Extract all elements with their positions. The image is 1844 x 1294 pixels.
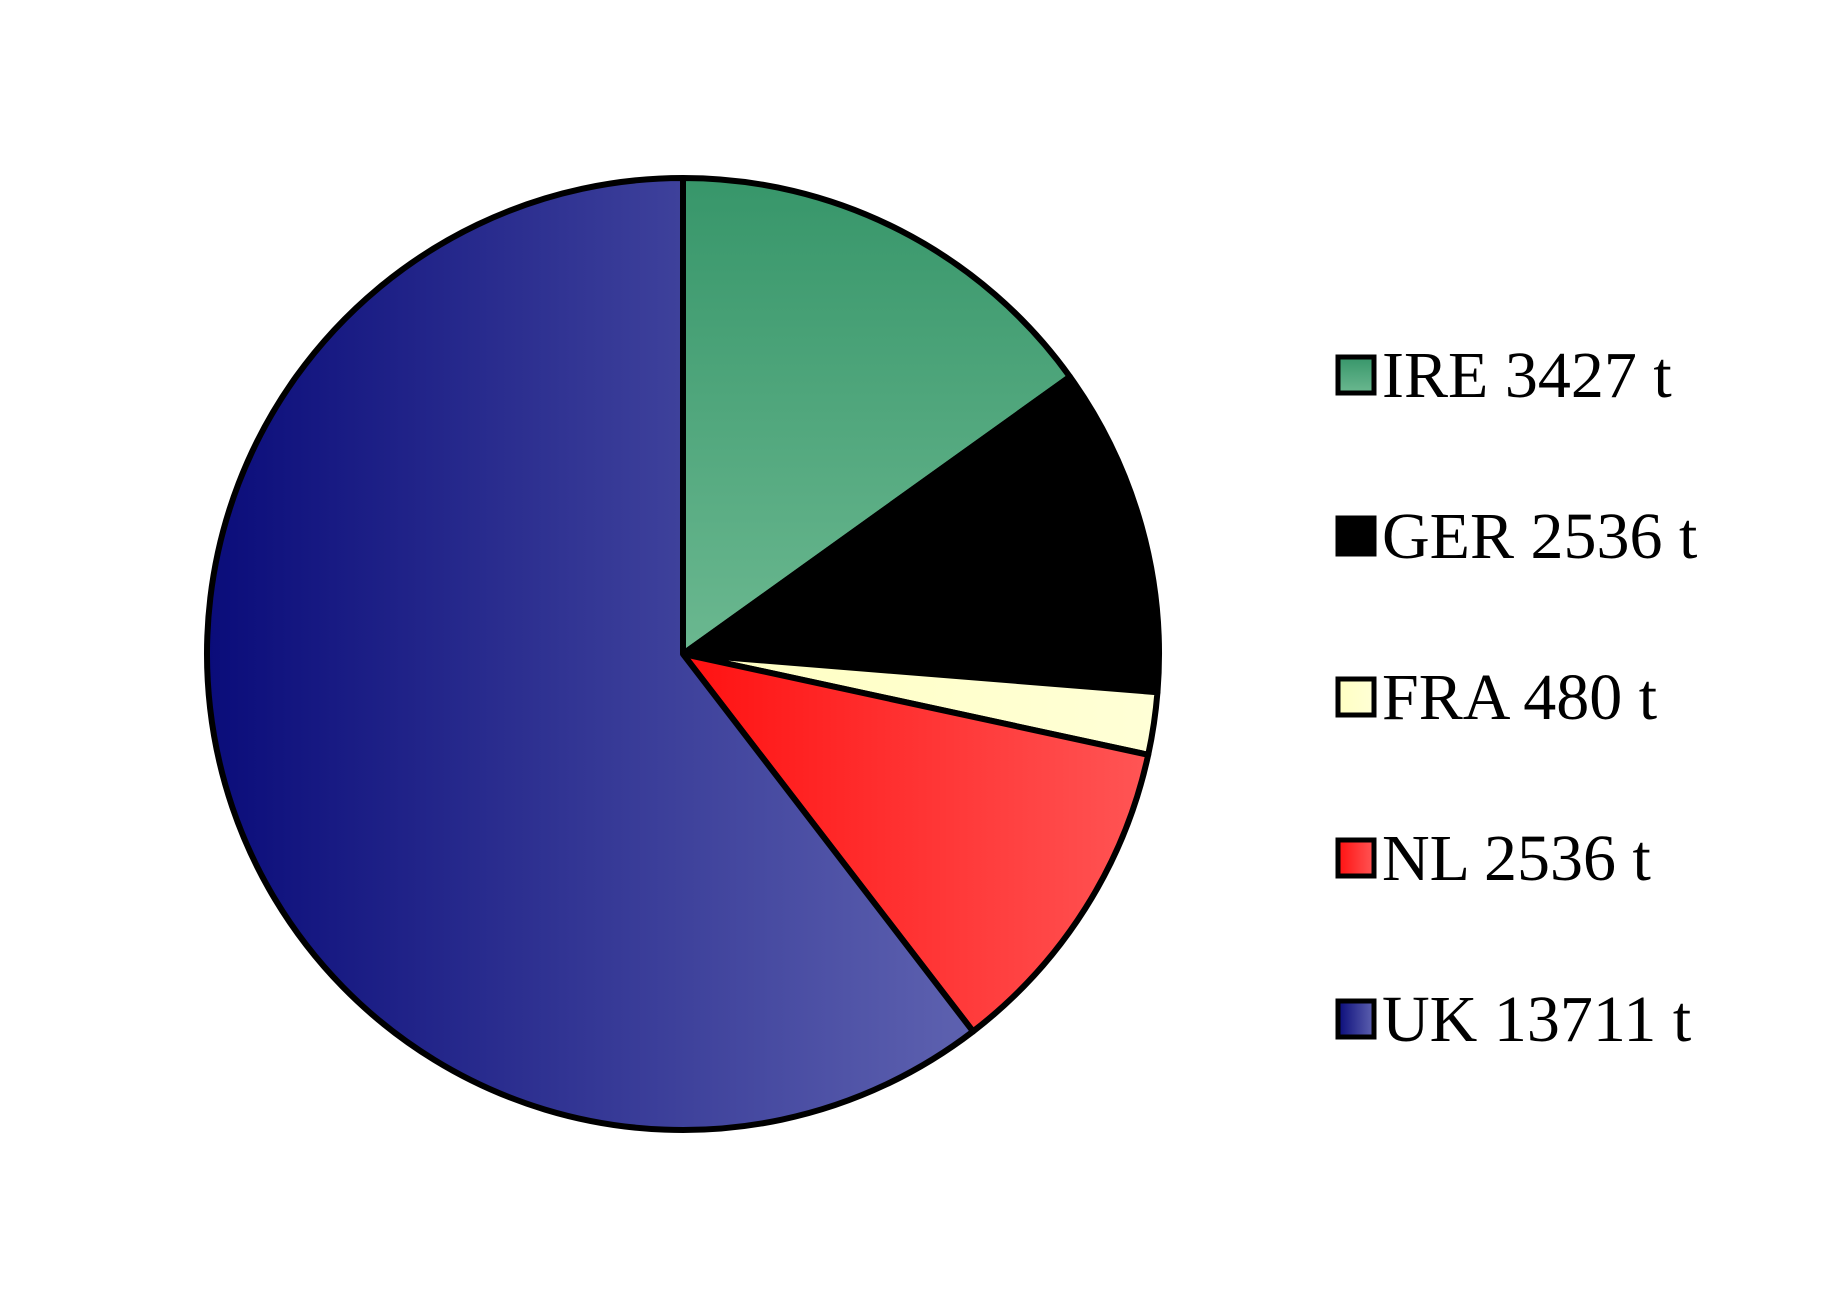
legend-swatch-uk — [1335, 998, 1377, 1040]
legend-swatch-ger — [1335, 515, 1377, 557]
legend-label-ger: GER 2536 t — [1382, 500, 1697, 573]
legend: IRE 3427 t GER 2536 t FRA 480 t NL 2536 t UK… — [1335, 339, 1697, 1056]
legend-label-uk: UK 13711 t — [1382, 983, 1691, 1056]
legend-swatch-fra — [1335, 676, 1377, 718]
legend-label-ire: IRE 3427 t — [1382, 339, 1672, 412]
pie-slice-uk — [204, 175, 977, 1133]
pie-slice-ger — [680, 373, 1162, 696]
pie-slices — [204, 175, 1162, 1133]
legend-item-ger: GER 2536 t — [1335, 500, 1697, 573]
legend-label-fra: FRA 480 t — [1382, 661, 1657, 734]
legend-item-uk: UK 13711 t — [1335, 983, 1691, 1056]
pie-slice-nl — [680, 651, 1152, 1035]
legend-label-nl: NL 2536 t — [1382, 822, 1651, 895]
legend-swatch-ire — [1335, 354, 1377, 396]
legend-item-nl: NL 2536 t — [1335, 822, 1651, 895]
legend-item-fra: FRA 480 t — [1335, 661, 1657, 734]
legend-item-ire: IRE 3427 t — [1335, 339, 1672, 412]
legend-swatch-nl — [1335, 837, 1377, 879]
pie-slice-ire — [680, 175, 1073, 657]
